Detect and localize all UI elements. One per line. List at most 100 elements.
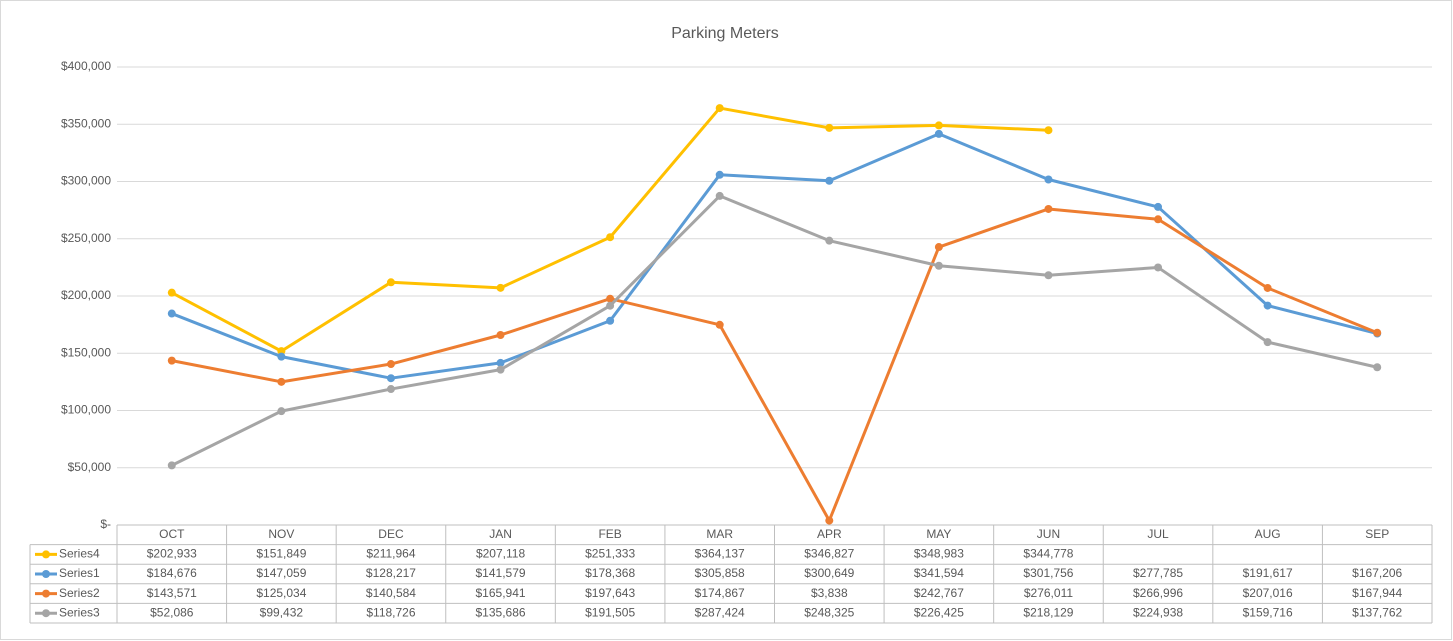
table-cell: $151,849 <box>256 547 306 561</box>
x-tick-label: AUG <box>1255 527 1281 541</box>
data-point <box>496 365 505 374</box>
x-tick-label: MAR <box>706 527 733 541</box>
y-tick-label: $50,000 <box>68 460 112 474</box>
x-tick-label: JUN <box>1037 527 1060 541</box>
table-cell: $178,368 <box>585 566 635 580</box>
y-tick-label: $350,000 <box>61 116 111 130</box>
table-cell: $300,649 <box>804 566 854 580</box>
y-tick-label: $- <box>100 517 111 531</box>
table-cell: $226,425 <box>914 605 964 619</box>
table-cell: $159,716 <box>1243 605 1293 619</box>
x-tick-label: NOV <box>268 527 294 541</box>
table-cell: $141,579 <box>476 566 526 580</box>
y-tick-label: $400,000 <box>61 59 111 73</box>
data-point <box>934 243 943 252</box>
data-point <box>1263 283 1272 292</box>
data-point <box>934 261 943 270</box>
data-point <box>825 176 834 185</box>
series-line <box>171 207 1378 523</box>
table-cell: $99,432 <box>260 605 304 619</box>
y-tick-label: $250,000 <box>61 231 111 245</box>
x-tick-label: JAN <box>489 527 512 541</box>
table-cell: $287,424 <box>695 605 745 619</box>
table-cell: $191,617 <box>1243 566 1293 580</box>
data-point <box>496 283 505 292</box>
table-cell: $341,594 <box>914 566 964 580</box>
table-cell: $197,643 <box>585 586 635 600</box>
table-cell: $266,996 <box>1133 586 1183 600</box>
table-cell: $165,941 <box>476 586 526 600</box>
data-point <box>1373 363 1382 372</box>
data-point <box>386 360 395 369</box>
data-point <box>277 377 286 386</box>
data-point <box>825 123 834 132</box>
table-cell: $125,034 <box>256 586 306 600</box>
table-cell: $167,206 <box>1352 566 1402 580</box>
data-point <box>167 356 176 365</box>
legend-marker <box>42 589 50 598</box>
table-cell: $128,217 <box>366 566 416 580</box>
x-tick-label: MAY <box>926 527 951 541</box>
table-cell: $118,726 <box>366 605 415 619</box>
table-cell: $147,059 <box>256 566 306 580</box>
data-point <box>1154 202 1163 211</box>
table-cell: $52,086 <box>150 605 194 619</box>
x-tick-label: APR <box>817 527 842 541</box>
data-point <box>1373 328 1382 337</box>
data-point <box>277 407 286 416</box>
legend-marker <box>42 570 50 578</box>
table-cell: $3,838 <box>811 586 848 600</box>
data-point <box>1044 126 1053 135</box>
table-cell: $364,137 <box>695 547 745 561</box>
data-point <box>386 374 395 383</box>
y-tick-label: $200,000 <box>61 288 111 302</box>
legend-marker <box>42 609 50 618</box>
table-cell: $207,016 <box>1243 586 1293 600</box>
table-cell: $174,867 <box>695 586 745 600</box>
data-point <box>1263 338 1272 347</box>
data-point <box>496 358 505 367</box>
data-point <box>386 278 395 287</box>
legend-marker <box>42 550 50 559</box>
x-tick-label: DEC <box>378 527 404 541</box>
table-cell: $248,325 <box>804 605 854 619</box>
table-cell: $167,944 <box>1352 586 1402 600</box>
table-cell: $344,778 <box>1023 547 1073 561</box>
data-point <box>167 309 176 318</box>
table-cell: $135,686 <box>476 605 526 619</box>
table-cell: $143,571 <box>147 586 197 600</box>
legend-label: Series4 <box>59 547 100 561</box>
series-line <box>171 132 1378 380</box>
data-point <box>277 347 286 356</box>
data-point <box>606 233 615 242</box>
y-tick-label: $300,000 <box>61 174 111 188</box>
table-cell: $191,505 <box>585 605 635 619</box>
data-point <box>167 288 176 297</box>
data-point <box>715 170 724 179</box>
data-point <box>606 294 615 303</box>
legend-label: Series3 <box>59 605 100 619</box>
series-line <box>171 194 1378 467</box>
table-cell: $305,858 <box>695 566 745 580</box>
x-tick-label: JUL <box>1147 527 1169 541</box>
data-point <box>277 352 286 361</box>
table-cell: $218,129 <box>1023 605 1073 619</box>
data-point <box>934 129 943 138</box>
data-point <box>1263 301 1272 310</box>
data-point <box>496 330 505 339</box>
table-cell: $211,964 <box>366 547 415 561</box>
data-point <box>167 461 176 470</box>
data-point <box>715 320 724 329</box>
table-cell: $184,676 <box>147 566 197 580</box>
data-point <box>1154 263 1163 272</box>
x-tick-label: FEB <box>598 527 621 541</box>
table-cell: $251,333 <box>585 547 635 561</box>
x-tick-label: SEP <box>1365 527 1389 541</box>
table-cell: $224,938 <box>1133 605 1183 619</box>
data-point <box>1044 271 1053 280</box>
data-point <box>934 121 943 130</box>
table-cell: $207,118 <box>476 547 525 561</box>
table-cell: $346,827 <box>804 547 854 561</box>
